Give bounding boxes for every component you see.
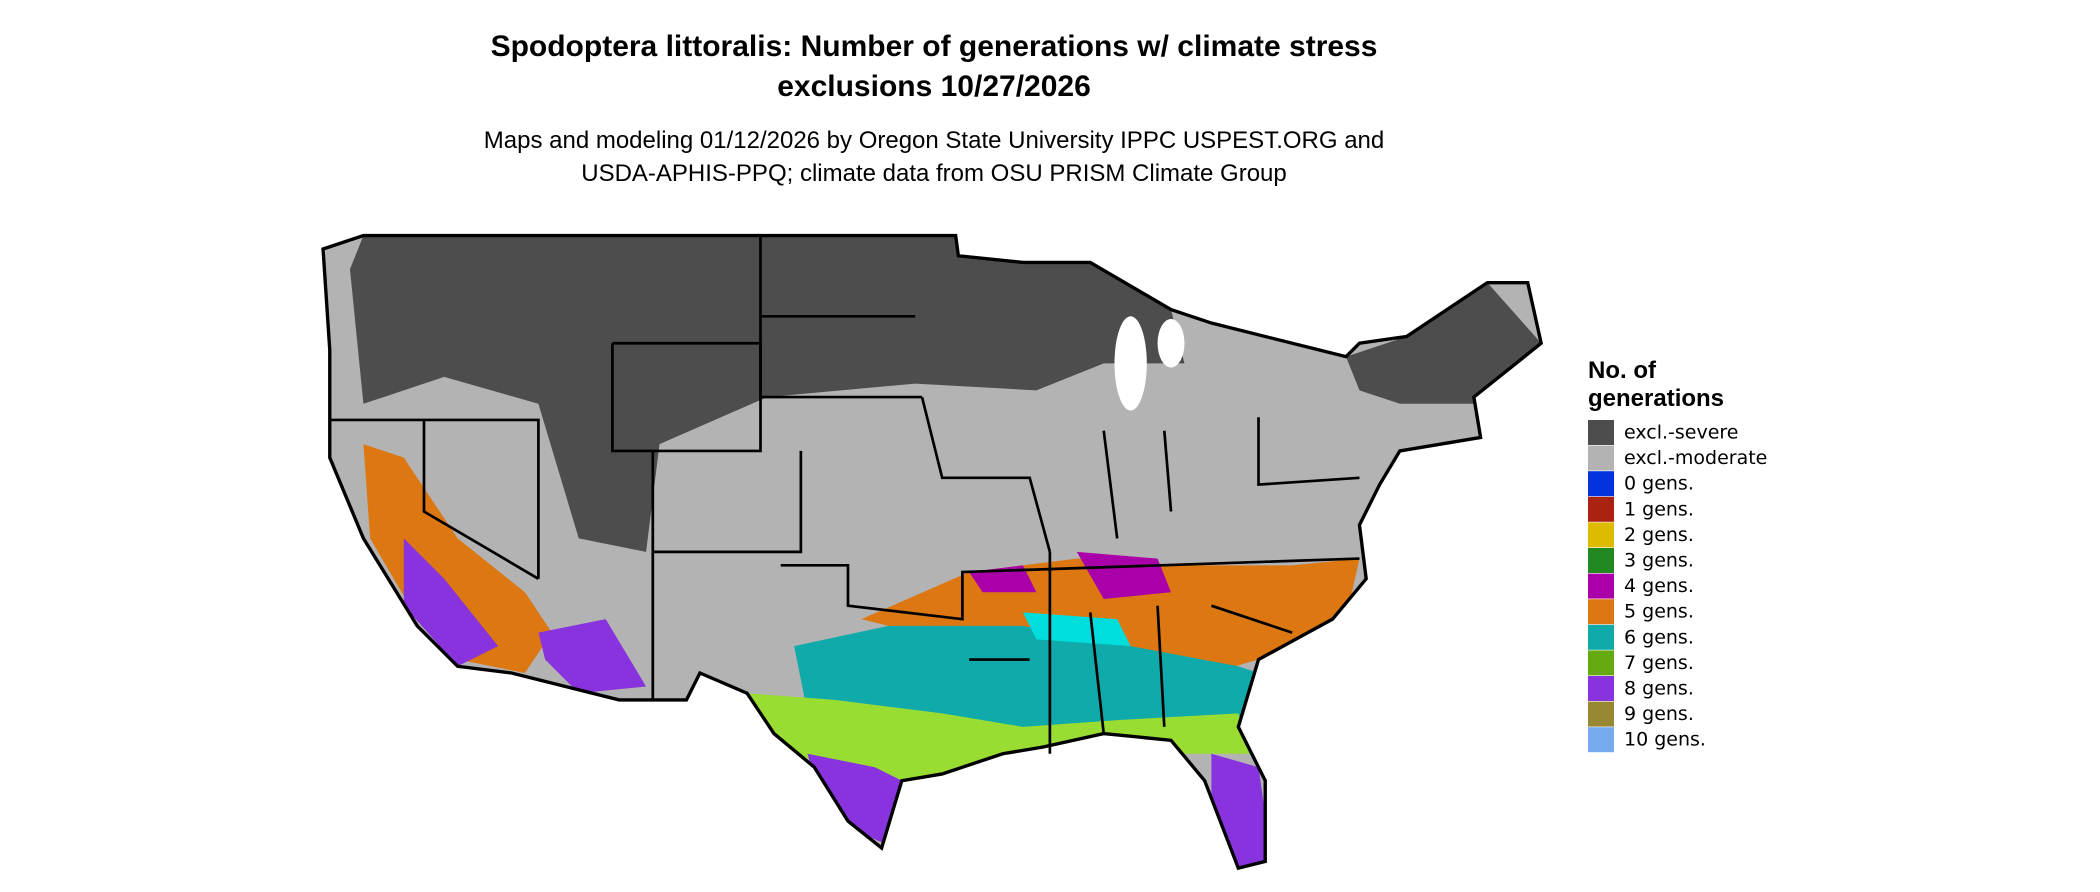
legend-label: 4 gens. [1624, 575, 1694, 597]
legend-label: 3 gens. [1624, 550, 1694, 572]
legend-label: excl.-severe [1624, 422, 1739, 444]
legend-label: 5 gens. [1624, 601, 1694, 623]
legend-label: 0 gens. [1624, 473, 1694, 495]
legend-swatch [1588, 471, 1614, 497]
legend-label: 8 gens. [1624, 678, 1694, 700]
legend-swatch [1588, 496, 1614, 522]
legend-swatch [1588, 676, 1614, 701]
legend: excl.-severe excl.-moderate 0 gens. 1 gens.… [1588, 420, 1767, 753]
legend-swatch [1588, 650, 1614, 676]
legend-label: 10 gens. [1624, 729, 1706, 751]
subtitle-line: USDA-APHIS-PPQ; climate data from OSU PR… [581, 160, 1287, 187]
legend-label: 6 gens. [1624, 626, 1694, 648]
legend-swatch [1588, 420, 1614, 445]
legend-swatch [1588, 599, 1614, 625]
legend-label: excl.-moderate [1624, 447, 1767, 469]
legend-label: 2 gens. [1624, 524, 1694, 546]
title-line: Spodoptera littoralis: Number of generat… [491, 30, 1378, 63]
map [321, 233, 1544, 871]
subtitle-line: Maps and modeling 01/12/2026 by Oregon S… [484, 127, 1384, 154]
legend-swatch [1588, 573, 1614, 599]
legend-label: 1 gens. [1624, 498, 1694, 520]
legend-swatch [1588, 522, 1614, 548]
legend-swatch [1588, 445, 1614, 471]
legend-swatch [1588, 624, 1614, 650]
legend-title: generations [1588, 385, 1724, 412]
legend-swatch [1588, 727, 1614, 753]
legend-swatch [1588, 548, 1614, 573]
legend-label: 9 gens. [1624, 703, 1694, 725]
title-line: exclusions 10/27/2026 [777, 70, 1091, 103]
legend-label: 7 gens. [1624, 652, 1694, 674]
legend-swatch [1588, 701, 1614, 727]
legend-title: No. of [1588, 357, 1657, 384]
